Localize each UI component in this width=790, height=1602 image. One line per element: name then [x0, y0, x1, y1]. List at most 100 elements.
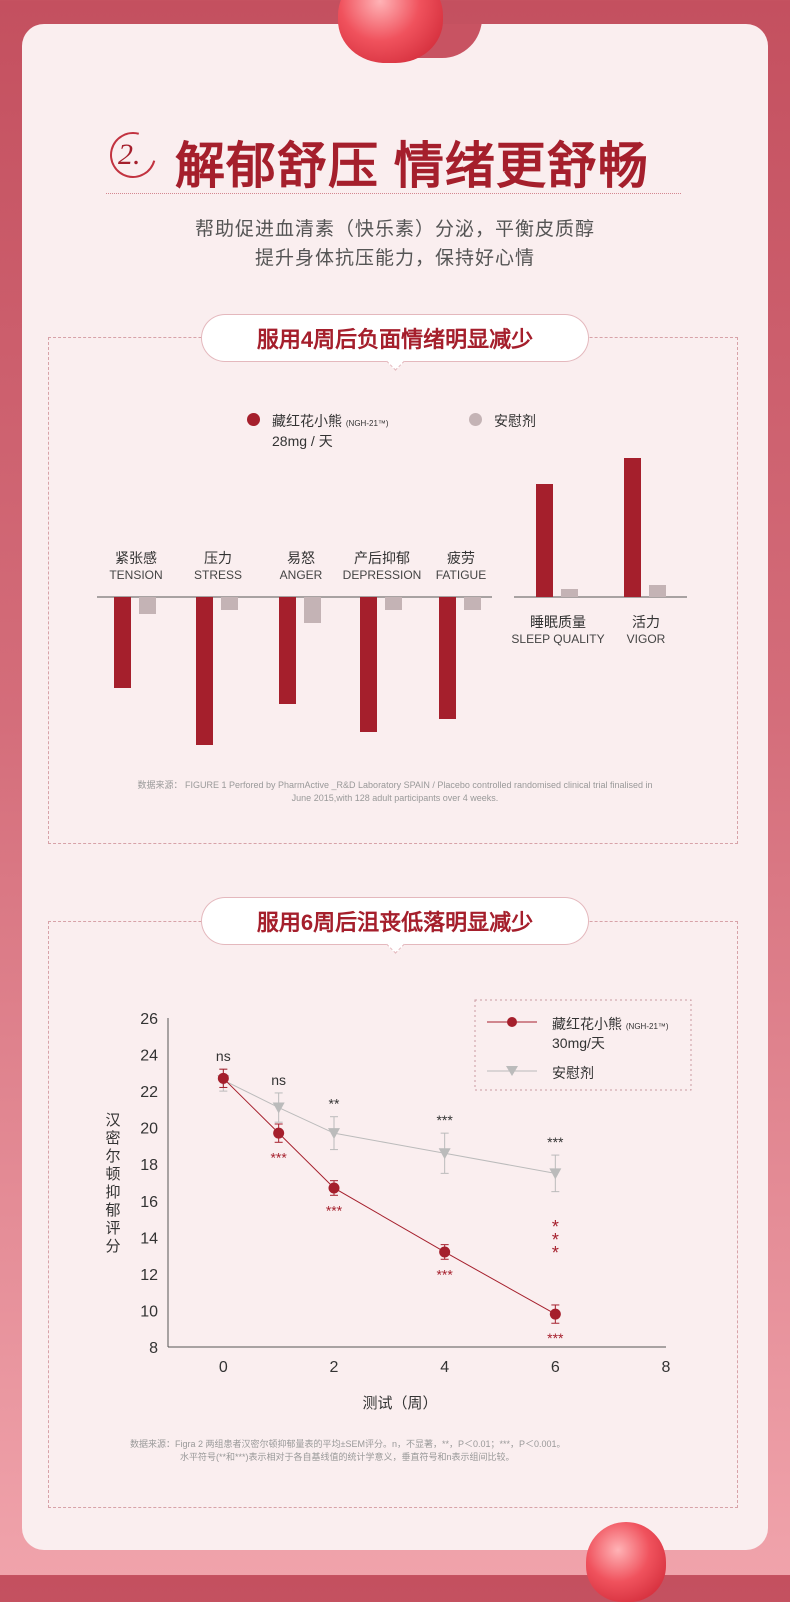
bar-category-en: TENSION — [109, 568, 163, 582]
bar-category-en: VIGOR — [626, 632, 666, 646]
bar-category-cn: 产后抑郁 — [354, 550, 410, 566]
y-axis-title-char: 尔 — [105, 1148, 121, 1165]
y-tick-label: 14 — [140, 1230, 158, 1247]
x-tick-label: 2 — [330, 1359, 339, 1376]
section1-source: 数据来源： FIGURE 1 Perfored by PharmActive _… — [135, 779, 655, 805]
bar-category-cn: 睡眠质量 — [530, 614, 586, 630]
placebo-significance-label: ** — [329, 1096, 340, 1112]
placebo-point — [438, 1148, 451, 1160]
line-legend-box — [474, 999, 692, 1091]
product-significance-label: *** — [270, 1149, 287, 1165]
bar-category-cn: 紧张感 — [115, 550, 157, 566]
placebo-significance-label: *** — [547, 1134, 564, 1150]
content-card — [22, 24, 768, 1550]
legend-product-dot — [247, 413, 260, 426]
bar-product-depression — [360, 597, 377, 732]
bar-placebo-vigor — [649, 585, 666, 597]
section-number: 2. — [118, 138, 141, 171]
bar-chart-svg — [97, 458, 687, 745]
bar-placebo-sleep-quality — [561, 589, 578, 597]
x-axis-title: 测试（周） — [362, 1395, 438, 1412]
placebo-point — [328, 1128, 340, 1140]
bar-placebo-stress — [221, 597, 238, 610]
bar-placebo-tension — [139, 597, 156, 614]
product-point — [439, 1246, 451, 1258]
y-axis-title: 汉密尔顿抑郁评分 — [104, 1112, 122, 1256]
title-divider — [106, 193, 681, 194]
group-comparison-star: * — [552, 1243, 559, 1263]
gummy-bear-image-top — [338, 0, 443, 63]
bar-category-en: ANGER — [279, 568, 323, 582]
section2-source-line-2: 水平符号(**和***)表示相对于各自基线值的统计学意义，垂直符号和n表示组间比… — [180, 1452, 515, 1462]
bar-product-fatigue — [439, 597, 456, 719]
y-axis-title-char: 汉 — [105, 1112, 121, 1129]
bar-product-tension — [114, 597, 131, 688]
product-point — [549, 1308, 561, 1320]
bar-category-en: STRESS — [193, 568, 242, 582]
y-tick-label: 22 — [140, 1084, 158, 1101]
bar-placebo-fatigue — [464, 597, 481, 610]
section2-source: 数据来源：Figra 2 两组患者汉密尔顿抑郁量表的平均±SEM评分。n，不显著… — [100, 1438, 720, 1464]
y-tick-label: 10 — [140, 1303, 158, 1320]
section1-heading-pill: 服用4周后负面情绪明显减少 — [202, 315, 588, 361]
placebo-point — [549, 1168, 562, 1180]
placebo-significance-label: ns — [216, 1048, 231, 1064]
x-tick-label: 8 — [662, 1359, 671, 1376]
bar-category-cn: 活力 — [632, 614, 660, 630]
bar-category-en: DEPRESSION — [342, 568, 422, 582]
subtitle-line-1: 帮助促进血清素（快乐素）分泌，平衡皮质醇 — [194, 219, 595, 240]
section2-heading-pill: 服用6周后沮丧低落明显减少 — [202, 898, 588, 944]
y-tick-label: 20 — [140, 1121, 158, 1138]
legend-placebo-dot — [469, 413, 482, 426]
product-point — [217, 1072, 229, 1084]
y-axis-title-char: 评 — [105, 1220, 121, 1237]
bar-product-vigor — [624, 458, 641, 597]
section2-source-line-1: 数据来源：Figra 2 两组患者汉密尔顿抑郁量表的平均±SEM评分。n，不显著… — [130, 1439, 566, 1449]
legend-placebo-marker — [506, 1066, 518, 1076]
x-tick-label: 4 — [440, 1359, 449, 1376]
placebo-point — [272, 1102, 285, 1114]
source-text: FIGURE 1 Perfored by PharmActive _R&D La… — [184, 780, 653, 803]
y-axis-title-char: 顿 — [105, 1166, 121, 1183]
line-legend-product: 藏红花小熊 (NGH-21™) — [552, 1014, 669, 1034]
line-legend-product-code: (NGH-21™) — [625, 1022, 669, 1031]
source-prefix: 数据来源： — [137, 780, 183, 790]
line-legend-placebo: 安慰剂 — [552, 1065, 594, 1081]
legend-placebo-label: 安慰剂 — [494, 413, 536, 429]
bar-category-en: FATIGUE — [435, 568, 487, 582]
bar-product-stress — [196, 597, 213, 745]
y-axis-title-char: 郁 — [105, 1202, 121, 1219]
y-tick-label: 18 — [140, 1157, 158, 1174]
product-point — [328, 1182, 340, 1194]
y-axis-title-char: 密 — [105, 1130, 121, 1147]
subtitle-line-2: 提升身体抗压能力，保持好心情 — [254, 248, 535, 269]
group-comparison-star: * — [552, 1230, 559, 1250]
x-tick-label: 0 — [219, 1359, 228, 1376]
y-tick-label: 8 — [149, 1340, 158, 1357]
line-legend-product-name: 藏红花小熊 — [552, 1016, 622, 1032]
bar-placebo-depression — [385, 597, 402, 610]
bar-product-sleep-quality — [536, 484, 553, 597]
y-axis-title-char: 抑 — [105, 1184, 121, 1201]
placebo-significance-label: ns — [271, 1072, 286, 1088]
x-tick-label: 6 — [551, 1359, 560, 1376]
bar-category-cn: 易怒 — [287, 550, 315, 566]
y-tick-label: 16 — [140, 1194, 158, 1211]
legend-product-marker — [507, 1017, 517, 1027]
product-point — [273, 1127, 285, 1139]
y-tick-label: 26 — [140, 1011, 158, 1028]
y-tick-label: 12 — [140, 1267, 158, 1284]
group-comparison-star: * — [552, 1217, 559, 1237]
y-axis-title-char: 分 — [105, 1238, 121, 1255]
bar-category-en: SLEEP QUALITY — [511, 632, 605, 646]
product-significance-label: *** — [326, 1202, 343, 1218]
placebo-significance-label: *** — [436, 1112, 453, 1128]
bar-category-cn: 疲劳 — [447, 550, 475, 566]
legend-product-name: 藏红花小熊 — [272, 413, 342, 429]
y-tick-label: 24 — [140, 1048, 158, 1065]
line-legend-product-dose: 30mg/天 — [552, 1035, 605, 1051]
bar-product-anger — [279, 597, 296, 704]
page-title: 解郁舒压 情绪更舒畅 — [175, 138, 649, 194]
product-significance-label: *** — [547, 1330, 564, 1346]
